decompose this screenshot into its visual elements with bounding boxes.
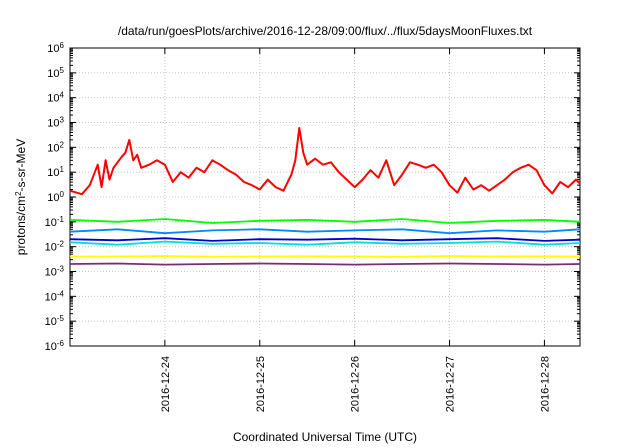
y-axis: 10-6 10-5 10-4 10-3 10-2 10-1 100 101 102 103 104 1… [45,41,580,354]
y-axis-label-sup: 2 [14,191,23,196]
y-tick-label: 10-3 [45,264,65,279]
y-tick-label: 102 [47,140,64,155]
y-tick-label: 10-1 [45,214,65,229]
series-line-2 [69,218,581,224]
x-tick-label: 2016-12-26 [350,356,362,412]
x-axis: 2016-12-24 2016-12-25 2016-12-26 2016-12-27… [160,48,551,412]
x-tick-label: 2016-12-24 [160,356,172,412]
y-tick-label: 106 [47,41,64,56]
series-line-6 [70,255,581,258]
y-tick-label: 105 [47,65,64,80]
series-line-3 [69,228,581,235]
y-tick-label: 103 [47,115,64,130]
y-tick-label: 10-6 [45,339,65,354]
series-line-5 [69,237,581,242]
y-tick-label: 10-4 [45,289,65,304]
chart-title: /data/run/goesPlots/archive/2016-12-28/0… [118,24,533,38]
x-axis-label: Coordinated Universal Time (UTC) [233,430,417,444]
x-tick-label: 2016-12-25 [255,356,267,412]
series-layer [69,127,581,266]
y-axis-label: protons/cm2-s-sr-MeV [14,139,29,255]
series-line-7 [69,262,581,266]
y-tick-label: 10-5 [45,314,65,329]
y-axis-label-suffix: -s-sr-MeV [14,139,28,192]
y-axis-label-prefix: protons/cm [14,196,28,255]
series-line-4 [69,240,581,246]
x-tick-label: 2016-12-27 [445,356,457,412]
y-tick-label: 101 [47,165,64,180]
y-tick-label: 104 [47,90,64,105]
series-line-1 [69,127,581,196]
x-tick-label: 2016-12-28 [539,356,551,412]
grid-lines [70,47,580,347]
y-tick-label: 100 [47,190,64,205]
y-tick-label: 10-2 [45,239,65,254]
